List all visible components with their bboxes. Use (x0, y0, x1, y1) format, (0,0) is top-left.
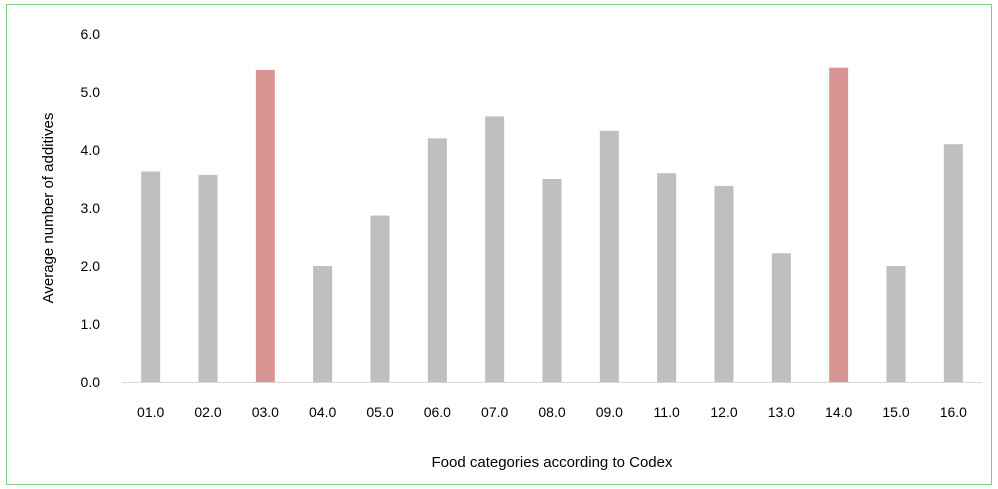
y-tick-label: 4.0 (81, 142, 101, 158)
bar-14.0 (829, 67, 849, 382)
bar-09.0 (599, 130, 619, 382)
x-tick-label: 11.0 (654, 404, 680, 420)
x-tick-label: 12.0 (710, 404, 737, 420)
y-tick-label: 1.0 (81, 316, 101, 332)
x-tick-label: 07.0 (481, 404, 508, 420)
x-tick-label: 02.0 (194, 404, 221, 420)
y-tick-label: 0.0 (81, 374, 101, 390)
x-axis-title: Food categories according to Codex (432, 454, 673, 471)
y-tick-label: 3.0 (81, 200, 101, 216)
x-tick-label: 04.0 (309, 404, 336, 420)
y-axis-tick-labels: 0.0 1.0 2.0 3.0 4.0 5.0 6.0 (81, 26, 101, 390)
bar-07.0 (485, 116, 505, 383)
bar-13.0 (771, 253, 791, 382)
y-axis-title: Average number of additives (40, 113, 57, 304)
bar-05.0 (370, 215, 390, 382)
x-tick-label: 14.0 (825, 404, 852, 420)
x-tick-label: 06.0 (424, 404, 451, 420)
bar-08.0 (542, 179, 562, 382)
x-axis-tick-labels: 01.0 02.0 03.0 04.0 05.0 06.0 07.0 08.0 09.0 11.0… (137, 404, 967, 420)
bar-03.0 (255, 69, 275, 383)
x-tick-label: 03.0 (252, 404, 279, 420)
bar-06.0 (427, 138, 447, 382)
bar-11.0 (657, 173, 677, 382)
bar-04.0 (313, 266, 333, 382)
y-tick-label: 2.0 (81, 258, 101, 274)
x-tick-label: 09.0 (596, 404, 623, 420)
y-tick-label: 6.0 (81, 26, 101, 42)
bar-16.0 (943, 144, 963, 382)
bar-02.0 (198, 174, 218, 382)
x-tick-label: 01.0 (137, 404, 164, 420)
x-tick-label: 13.0 (768, 404, 795, 420)
x-tick-label: 08.0 (538, 404, 565, 420)
x-tick-label: 16.0 (940, 404, 967, 420)
x-tick-label: 05.0 (366, 404, 393, 420)
x-tick-label: 15.0 (882, 404, 909, 420)
y-tick-label: 5.0 (81, 84, 101, 100)
bar-01.0 (141, 171, 161, 382)
bar-12.0 (714, 185, 734, 382)
bar-15.0 (886, 266, 906, 382)
bars (141, 67, 963, 383)
